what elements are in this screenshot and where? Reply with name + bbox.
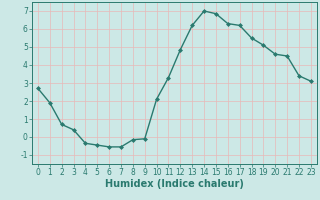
X-axis label: Humidex (Indice chaleur): Humidex (Indice chaleur) [105,179,244,189]
